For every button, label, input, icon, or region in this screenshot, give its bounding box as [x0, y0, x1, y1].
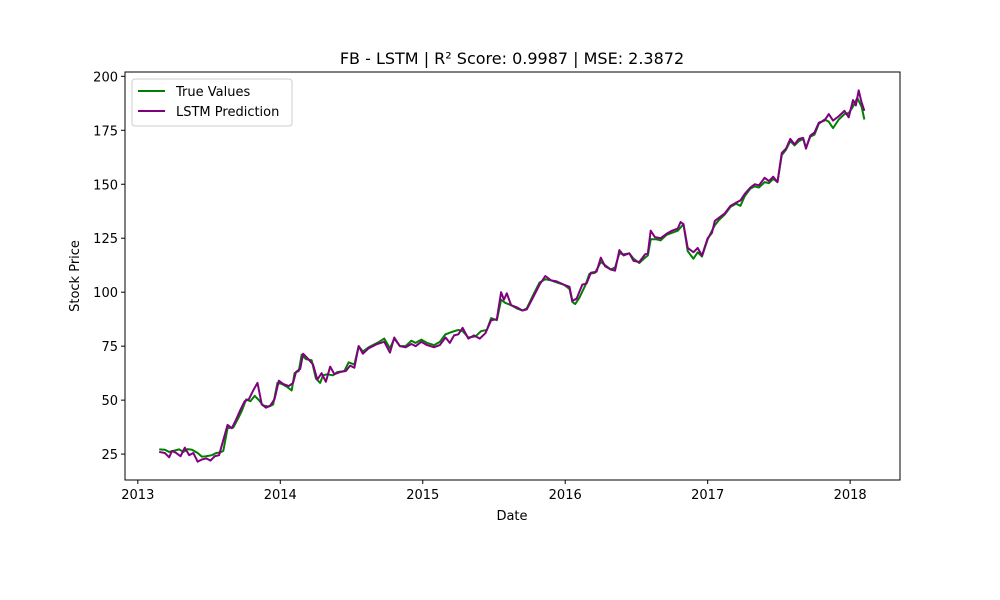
- legend-label-true-values: True Values: [175, 85, 250, 100]
- y-tick-label: 150: [93, 178, 118, 193]
- x-tick-label: 2013: [121, 488, 154, 503]
- y-tick-label: 75: [101, 340, 118, 355]
- series-line-lstm-prediction: [159, 89, 866, 463]
- y-tick-label: 100: [93, 286, 118, 301]
- plot-frame: [124, 71, 901, 481]
- x-axis: 2013 2014 2015 2016 2017 2018: [121, 480, 867, 503]
- legend-box: [131, 78, 293, 127]
- x-tick-label: 2016: [549, 488, 582, 503]
- chart-title: FB - LSTM | R² Score: 0.9987 | MSE: 2.38…: [340, 49, 684, 68]
- series-layer: [159, 89, 866, 463]
- y-tick-label: 25: [101, 448, 118, 463]
- x-tick-label: 2017: [691, 488, 724, 503]
- y-axis-label: Stock Price: [68, 240, 83, 312]
- x-axis-label: Date: [496, 509, 527, 524]
- legend-label-lstm-prediction: LSTM Prediction: [176, 105, 279, 120]
- x-tick-label: 2018: [834, 488, 867, 503]
- legend: True Values LSTM Prediction: [131, 78, 293, 127]
- y-tick-label: 125: [93, 232, 118, 247]
- y-tick-label: 50: [101, 394, 118, 409]
- x-tick-label: 2014: [264, 488, 297, 503]
- y-tick-label: 175: [93, 124, 118, 139]
- x-tick-label: 2015: [406, 488, 439, 503]
- y-tick-label: 200: [93, 70, 118, 85]
- y-axis: 25 50 75 100 125 150 175 200: [93, 70, 125, 463]
